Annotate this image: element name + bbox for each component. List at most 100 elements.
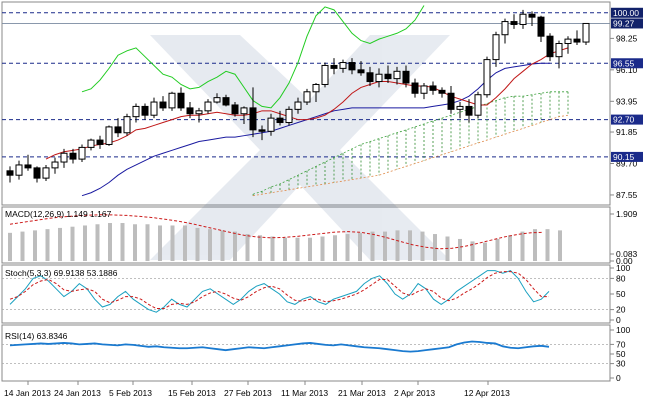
- macd-bar-27: [345, 234, 350, 261]
- candle-body: [231, 104, 239, 115]
- rsi-tick-label: 30: [616, 359, 626, 369]
- candle-4: [42, 164, 50, 182]
- price-panel: [2, 5, 610, 197]
- candle-body: [222, 97, 230, 106]
- candle-22: [204, 99, 212, 114]
- candle-body: [411, 82, 419, 94]
- candle-62: [564, 36, 572, 54]
- candle-body: [375, 73, 383, 83]
- candle-body: [519, 13, 527, 25]
- candle-30: [276, 110, 284, 126]
- candle-37: [339, 59, 347, 73]
- price-tag-label: 90.15: [613, 152, 635, 162]
- rsi-tick-label: 0: [616, 373, 621, 383]
- macd-bar-37: [470, 241, 475, 261]
- stoch-k-line: [9, 270, 550, 313]
- candle-body: [114, 126, 122, 134]
- stoch-panel-frame: [1, 264, 611, 324]
- candle-body: [537, 16, 545, 37]
- candle-body: [285, 108, 293, 124]
- macd-bar-30: [383, 231, 387, 261]
- candle-body: [267, 117, 275, 132]
- price-tag-label: 99.27: [613, 18, 635, 28]
- senkou-span-b-line: [252, 114, 569, 197]
- macd-bar-29: [370, 231, 375, 261]
- macd-bar-39: [495, 238, 500, 261]
- macd-tick-label: 0.083: [616, 249, 638, 259]
- macd-bar-9: [120, 223, 125, 261]
- candle-63: [573, 30, 581, 45]
- macd-bar-31: [395, 230, 400, 261]
- x-tick-label: 2 Apr 2013: [394, 388, 435, 398]
- candle-1: [15, 160, 23, 180]
- macd-bar-26: [333, 235, 337, 261]
- macd-bar-42: [533, 229, 537, 261]
- price-tick-label: 96.10: [616, 65, 638, 75]
- candle-24: [222, 94, 230, 107]
- candle-body: [6, 170, 14, 176]
- macd-bar-11: [145, 224, 150, 261]
- candle-9: [87, 138, 95, 151]
- macd-bar-1: [20, 231, 25, 261]
- candle-26: [240, 106, 248, 124]
- candle-16: [150, 97, 158, 119]
- candle-body: [528, 13, 536, 18]
- axes: 98.25 96.10 93.95 91.85 89.70 87.55 100.0099.2…: [4, 8, 643, 398]
- candle-6: [60, 148, 68, 168]
- candle-body: [258, 129, 266, 132]
- x-tick-label: 15 Feb 2013: [168, 388, 216, 398]
- candle-39: [357, 61, 365, 76]
- macd-bar-44: [558, 230, 562, 261]
- price-tag-label: 92.70: [613, 115, 635, 125]
- candle-body: [348, 62, 356, 71]
- candle-body: [195, 110, 203, 115]
- candle-body: [249, 107, 257, 131]
- candle-body: [60, 152, 68, 163]
- candle-body: [366, 72, 374, 83]
- candle-21: [195, 107, 203, 123]
- macd-bar-3: [45, 229, 50, 261]
- x-tick-label: 24 Jan 2013: [54, 388, 101, 398]
- candle-body: [123, 116, 131, 134]
- candle-55: [501, 18, 509, 44]
- macd-bar-14: [183, 225, 187, 261]
- candle-body: [339, 62, 347, 69]
- candle-35: [321, 62, 329, 88]
- candle-body: [312, 83, 320, 93]
- price-tick-label: 89.70: [616, 158, 638, 168]
- kijun-line: [81, 62, 550, 197]
- macd-bar-4: [58, 227, 62, 261]
- candle-48: [438, 87, 446, 98]
- rsi-tick-label: 100: [616, 325, 630, 335]
- candle-64: [582, 22, 590, 45]
- candle-54: [492, 31, 500, 67]
- candle-body: [492, 34, 500, 61]
- candle-41: [375, 68, 383, 88]
- candle-body: [447, 92, 455, 110]
- candle-43: [393, 66, 401, 85]
- candle-38: [348, 58, 356, 75]
- macd-bar-38: [483, 242, 487, 261]
- candle-23: [213, 93, 221, 104]
- candle-body: [186, 107, 194, 115]
- candle-19: [177, 87, 185, 111]
- macd-bar-17: [220, 230, 225, 261]
- stoch-panel: [2, 270, 610, 313]
- macd-bar-2: [33, 230, 37, 261]
- macd-bar-32: [408, 230, 412, 261]
- candle-body: [384, 73, 392, 80]
- candle-25: [231, 102, 239, 117]
- candle-body: [438, 89, 446, 94]
- candle-body: [87, 139, 95, 148]
- rsi-label: RSI(14) 63.8346: [5, 331, 68, 341]
- stoch-tick-label: 50: [616, 289, 626, 299]
- rsi-tick-label: 50: [616, 349, 626, 359]
- candle-body: [33, 167, 41, 179]
- candle-14: [132, 103, 140, 123]
- macd-bar-6: [83, 225, 87, 261]
- candle-body: [168, 92, 176, 109]
- candle-2: [24, 154, 32, 171]
- candle-body: [177, 92, 185, 109]
- candle-12: [114, 118, 122, 138]
